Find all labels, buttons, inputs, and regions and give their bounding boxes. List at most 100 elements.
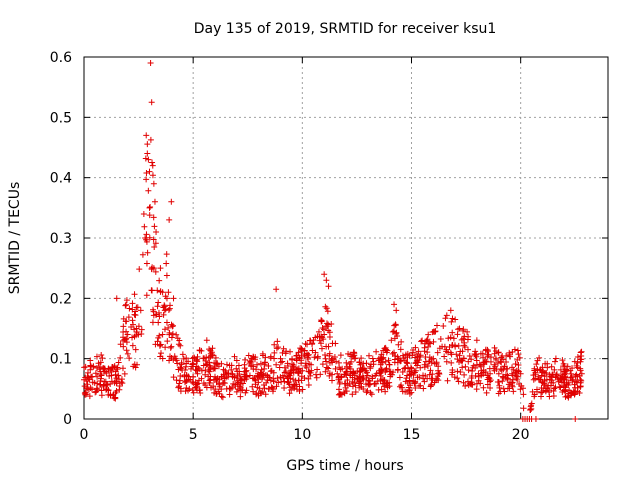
data-point <box>478 372 485 379</box>
data-point <box>517 386 524 393</box>
data-point <box>560 382 567 389</box>
data-point <box>287 348 294 355</box>
data-point <box>183 360 190 367</box>
data-point <box>338 374 345 381</box>
data-point <box>276 364 283 371</box>
data-point <box>312 349 319 356</box>
data-point <box>565 393 572 400</box>
data-point <box>105 366 112 373</box>
data-point <box>171 353 178 360</box>
data-point <box>328 321 335 328</box>
data-point <box>298 360 305 367</box>
data-point <box>113 295 120 302</box>
y-tick-label: 0.3 <box>50 231 72 247</box>
data-point <box>456 352 463 359</box>
data-point <box>122 302 129 309</box>
data-point <box>492 355 499 362</box>
data-point <box>302 340 309 347</box>
data-point <box>152 311 159 318</box>
data-point <box>178 359 185 366</box>
data-point <box>394 367 401 374</box>
data-point <box>511 346 518 353</box>
data-point <box>151 243 158 250</box>
data-point <box>293 357 300 364</box>
data-point <box>223 385 230 392</box>
data-point <box>309 340 316 347</box>
data-point <box>462 363 469 370</box>
data-point <box>318 333 325 340</box>
data-point <box>372 372 379 379</box>
data-point <box>173 357 180 364</box>
data-point <box>449 329 456 336</box>
data-point <box>92 370 99 377</box>
data-point <box>121 370 128 377</box>
data-point <box>190 389 197 396</box>
data-point <box>506 351 513 358</box>
data-point <box>413 358 420 365</box>
data-point <box>352 355 359 362</box>
data-point <box>103 381 110 388</box>
data-point <box>179 367 186 374</box>
data-point <box>464 346 471 353</box>
data-point <box>450 335 457 342</box>
data-point <box>457 368 464 375</box>
data-point <box>458 336 465 343</box>
data-point <box>328 356 335 363</box>
data-point <box>156 342 163 349</box>
data-point <box>233 357 240 364</box>
data-point <box>574 354 581 361</box>
data-point <box>391 301 398 308</box>
data-point <box>571 358 578 365</box>
data-point <box>195 377 202 384</box>
data-point <box>176 337 183 344</box>
data-point <box>398 338 405 345</box>
data-point <box>415 348 422 355</box>
data-point <box>126 355 133 362</box>
data-point <box>480 384 487 391</box>
data-point <box>129 300 136 307</box>
data-point <box>286 390 293 397</box>
data-point <box>561 379 568 386</box>
data-point <box>404 388 411 395</box>
data-point <box>349 383 356 390</box>
data-point <box>417 382 424 389</box>
data-point <box>208 384 215 391</box>
data-point <box>226 391 233 398</box>
data-point <box>499 378 506 385</box>
data-point <box>500 356 507 363</box>
data-point <box>93 353 100 360</box>
data-point <box>495 370 502 377</box>
data-point <box>428 359 435 366</box>
data-point <box>539 389 546 396</box>
data-point <box>412 385 419 392</box>
data-point <box>411 380 418 387</box>
data-point <box>221 380 228 387</box>
data-point <box>515 362 522 369</box>
data-point <box>124 350 131 357</box>
data-point <box>451 374 458 381</box>
data-point <box>412 379 419 386</box>
data-point <box>366 381 373 388</box>
data-point <box>396 374 403 381</box>
data-point <box>123 297 130 304</box>
data-point <box>219 394 226 401</box>
data-point <box>206 379 213 386</box>
data-point <box>378 356 385 363</box>
data-point <box>325 283 332 290</box>
data-point <box>504 365 511 372</box>
data-point <box>557 384 564 391</box>
data-point <box>157 265 164 272</box>
y-tick-label: 0.1 <box>50 352 72 368</box>
data-point <box>369 375 376 382</box>
data-point <box>406 377 413 384</box>
data-point <box>83 385 90 392</box>
data-point <box>414 374 421 381</box>
data-point <box>196 386 203 393</box>
data-point <box>297 345 304 352</box>
data-point <box>358 355 365 362</box>
data-point <box>213 390 220 397</box>
data-point <box>255 390 262 397</box>
data-point <box>295 349 302 356</box>
data-point <box>206 346 213 353</box>
data-point <box>342 384 349 391</box>
